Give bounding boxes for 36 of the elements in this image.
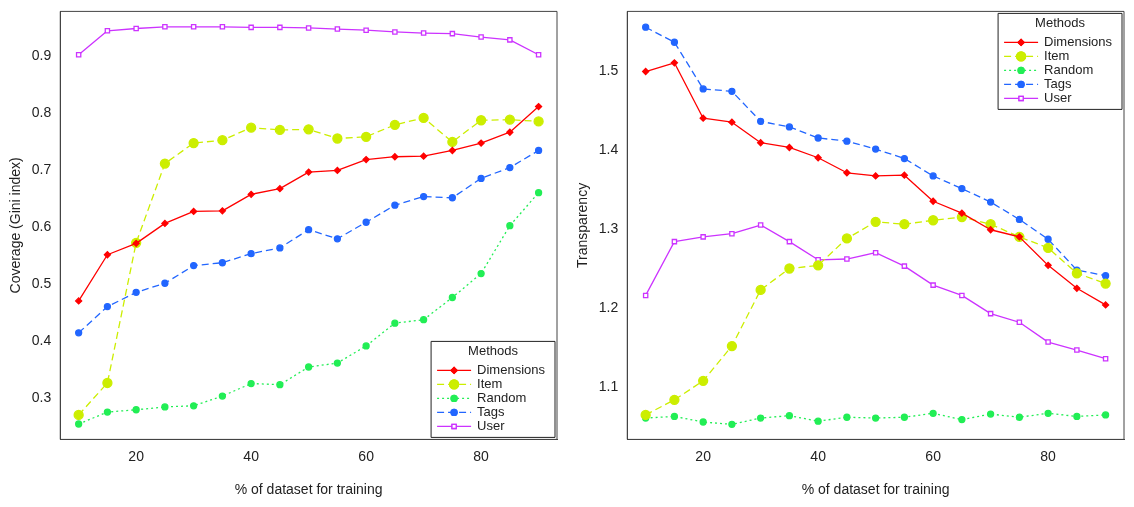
- y-axis-title: Coverage (Gini index): [7, 157, 24, 294]
- x-tick-label: 80: [1040, 447, 1057, 464]
- x-tick-label: 40: [243, 447, 260, 464]
- legend-label: Item: [1044, 48, 1070, 64]
- x-tick-label: 80: [473, 447, 490, 464]
- y-tick-label: 1.4: [598, 140, 619, 157]
- y-tick-label: 0.3: [31, 388, 52, 405]
- y-tick-label: 0.4: [31, 331, 52, 348]
- legend-label: Dimensions: [1044, 34, 1113, 50]
- y-tick-label: 1.5: [598, 61, 619, 78]
- y-tick-label: 0.5: [31, 274, 52, 291]
- legend-label: Item: [477, 376, 503, 392]
- y-tick-label: 1.2: [598, 298, 619, 315]
- x-axis-title: % of dataset for training: [801, 481, 950, 498]
- y-tick-label: 0.8: [31, 103, 52, 120]
- y-tick-label: 1.3: [598, 219, 619, 236]
- legend-label: Random: [477, 390, 527, 406]
- legend-label: Random: [1044, 62, 1094, 78]
- legend-label: User: [1044, 90, 1073, 106]
- legend-label: Tags: [477, 404, 506, 420]
- legend-title: Methods: [468, 343, 519, 359]
- x-tick-label: 20: [128, 447, 145, 464]
- y-axis-title: Transparency: [574, 182, 591, 268]
- y-tick-label: 0.7: [31, 160, 52, 177]
- y-tick-label: 0.9: [31, 46, 52, 63]
- x-tick-label: 60: [925, 447, 942, 464]
- legend-title: Methods: [1035, 15, 1086, 31]
- x-tick-label: 60: [358, 447, 375, 464]
- x-tick-label: 20: [695, 447, 712, 464]
- legend-label: Dimensions: [477, 362, 546, 378]
- legend-label: Tags: [1044, 76, 1073, 92]
- y-tick-label: 0.6: [31, 217, 52, 234]
- x-tick-label: 40: [810, 447, 827, 464]
- y-tick-label: 1.1: [598, 378, 619, 395]
- x-axis-title: % of dataset for training: [234, 481, 383, 498]
- legend-label: User: [477, 418, 506, 434]
